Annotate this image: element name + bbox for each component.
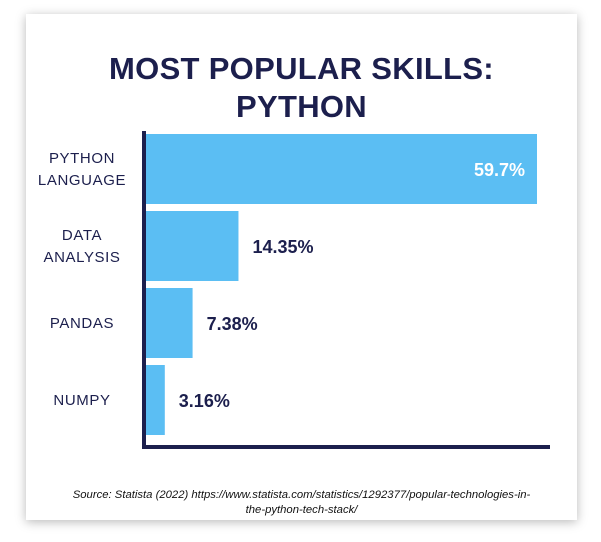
- chart-title-line-1: MOST POPULAR SKILLS:: [109, 51, 494, 86]
- category-label-3-line-0: NUMPY: [53, 392, 110, 409]
- value-label-1: 14.35%: [252, 237, 313, 257]
- chart-title-line-2: PYTHON: [236, 89, 367, 124]
- bar-chart: PYTHON LANGUAGE 59.7% DATA ANALYSIS 14.35% PAN…: [38, 131, 550, 449]
- chart-title: MOST POPULAR SKILLS: PYTHON: [26, 50, 577, 126]
- bar-0: [144, 134, 537, 204]
- source-line-2: the-python-tech-stack/: [245, 504, 358, 516]
- value-label-0: 59.7%: [474, 160, 525, 180]
- source-line-1: Source: Statista (2022) https://www.stat…: [72, 489, 531, 501]
- infographic-card: MOST POPULAR SKILLS: PYTHON PYTHON LANGUA…: [26, 14, 577, 520]
- bar-3: [144, 365, 165, 435]
- category-label-3: NUMPY: [53, 392, 110, 409]
- value-label-2: 7.38%: [207, 314, 258, 334]
- category-label-1: DATA ANALYSIS: [43, 227, 120, 266]
- category-label-0: PYTHON LANGUAGE: [38, 150, 126, 189]
- category-label-1-line-0: DATA: [62, 227, 102, 244]
- category-label-2: PANDAS: [50, 315, 114, 332]
- category-label-1-line-1: ANALYSIS: [43, 249, 120, 266]
- value-label-3: 3.16%: [179, 391, 230, 411]
- bar-1: [144, 211, 239, 281]
- category-label-0-line-1: LANGUAGE: [38, 172, 126, 189]
- source-note: Source: Statista (2022) https://www.stat…: [26, 488, 577, 518]
- category-label-2-line-0: PANDAS: [50, 315, 114, 332]
- category-label-0-line-0: PYTHON: [49, 150, 115, 167]
- bar-2: [144, 288, 193, 358]
